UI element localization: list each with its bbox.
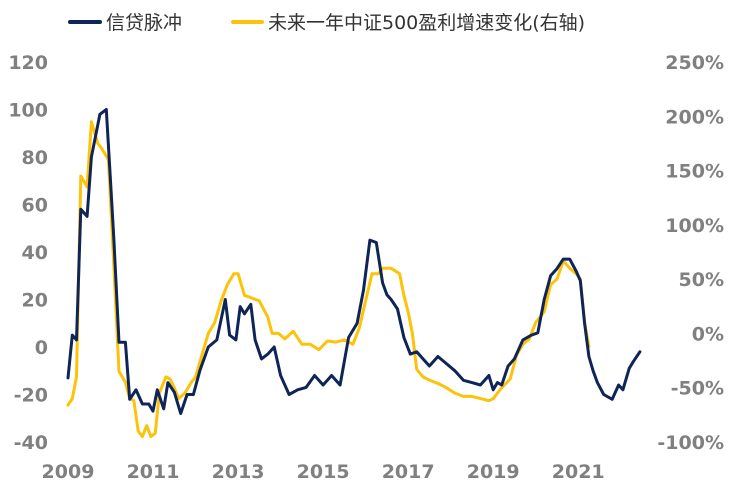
x-tick-label: 2009 [42,461,95,483]
x-tick-label: 2013 [212,461,265,483]
y-right-tick-label: 0% [692,323,724,345]
series-line-csi500-earnings [66,120,591,439]
legend-label-csi500-earnings: 未来一年中证500盈利增速变化(右轴) [268,12,585,34]
y-right-tick-label: 150% [665,161,724,183]
y-right-tick-label: 200% [665,106,724,128]
y-left-tick-label: 20 [22,290,48,312]
x-tick-label: 2011 [127,461,180,483]
x-tick-label: 2015 [297,461,350,483]
y-left-tick-label: 100 [8,100,48,122]
y-right-tick-label: -50% [671,378,724,400]
x-tick-label: 2017 [382,461,435,483]
series-line-credit-impulse [66,108,642,415]
y-right-tick-label: 100% [665,215,724,237]
y-right-tick-label: 50% [679,269,724,291]
y-left-tick-label: 0 [35,337,48,359]
x-tick-label: 2021 [552,461,605,483]
legend-label-credit-impulse: 信贷脉冲 [106,12,182,34]
y-left-tick-label: -20 [14,385,48,407]
y-axis-left: 120 100 80 60 40 20 0 -20 -40 [8,52,48,454]
series-layer [66,108,642,439]
y-right-tick-label: -100% [657,432,724,454]
y-right-tick-label: 250% [665,52,724,74]
y-axis-right: 250% 200% 150% 100% 50% 0% -50% -100% [657,52,724,454]
y-left-tick-label: 60 [22,195,48,217]
legend: 信贷脉冲 未来一年中证500盈利增速变化(右轴) [68,12,585,34]
y-left-tick-label: 40 [22,242,48,264]
y-left-tick-label: -40 [14,432,48,454]
x-axis: 2009 2011 2013 2015 2017 2019 2021 [42,461,605,483]
y-left-tick-label: 120 [8,52,48,74]
x-tick-label: 2019 [467,461,520,483]
y-left-tick-label: 80 [22,147,48,169]
